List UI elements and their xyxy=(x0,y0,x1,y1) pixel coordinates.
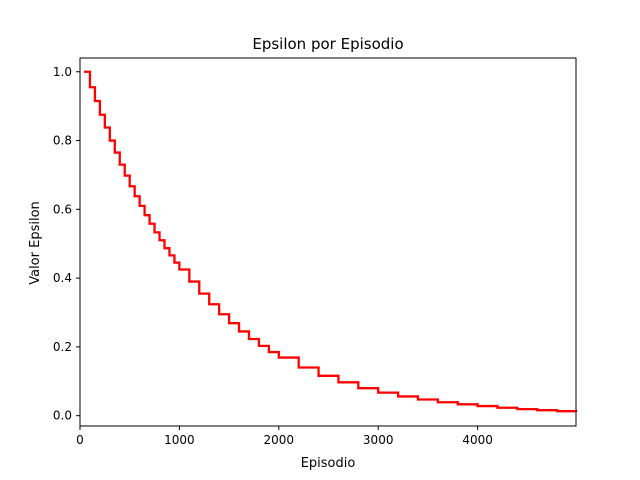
y-tick-label: 0.6 xyxy=(53,202,72,216)
y-axis-label: Valor Epsilon xyxy=(28,201,43,285)
x-tick-label: 4000 xyxy=(462,433,493,447)
x-axis-label: Episodio xyxy=(301,456,356,471)
x-tick-label: 1000 xyxy=(164,433,195,447)
plot-area-frame xyxy=(79,57,577,427)
x-tick-label: 0 xyxy=(76,433,84,447)
x-tick-label: 3000 xyxy=(363,433,394,447)
y-tick-label: 0.4 xyxy=(53,271,72,285)
y-tick-label: 1.0 xyxy=(53,65,72,79)
y-tick-label: 0.0 xyxy=(53,409,72,423)
y-tick-label: 0.8 xyxy=(53,134,72,148)
y-tick-label: 0.2 xyxy=(53,340,72,354)
epsilon-series-line xyxy=(83,70,578,413)
chart-title: Epsilon por Episodio xyxy=(252,35,403,53)
x-tick-label: 2000 xyxy=(264,433,295,447)
